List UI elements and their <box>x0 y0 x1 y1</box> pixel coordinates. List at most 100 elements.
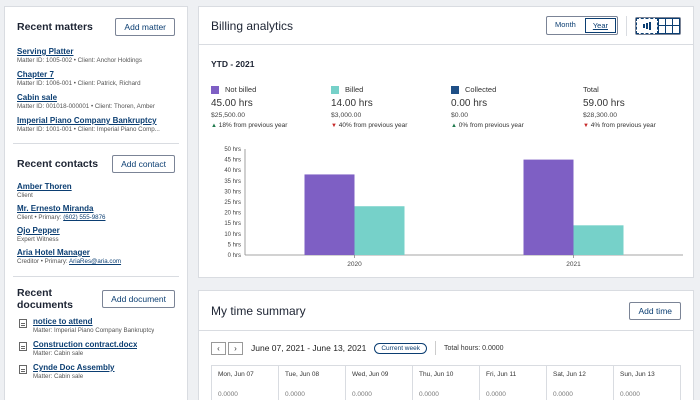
recent-contacts-header: Recent contacts Add contact <box>17 152 175 176</box>
document-meta: Matter: Cabin sale <box>33 350 84 357</box>
document-icon <box>19 342 27 351</box>
add-matter-button[interactable]: Add matter <box>115 18 175 36</box>
billing-analytics-panel: Billing analytics Month Year YTD - 2021 … <box>198 6 694 278</box>
matter-link[interactable]: Serving Platter <box>17 47 74 56</box>
matter-link[interactable]: Imperial Piano Company Bankruptcy <box>17 116 157 125</box>
matter-meta: Matter ID: 001018-000001 • Client: Thore… <box>17 103 155 110</box>
day-cell[interactable]: Sun, Jun 13 0.0000 <box>614 366 680 400</box>
matter-item: Imperial Piano Company Bankruptcy Matter… <box>17 116 175 134</box>
bar-billed <box>354 206 405 255</box>
current-week-button[interactable]: Current week <box>374 342 427 354</box>
y-tick-label: 50 hrs <box>224 147 241 153</box>
bar-billed <box>573 225 624 255</box>
day-cell[interactable]: Thu, Jun 10 0.0000 <box>413 366 480 400</box>
billing-title: Billing analytics <box>211 18 294 33</box>
matter-link[interactable]: Chapter 7 <box>17 70 54 79</box>
contact-item: Mr. Ernesto Miranda Client • Primary: (6… <box>17 204 175 222</box>
stat-collected: Collected 0.00 hrs $0.00 ▲ 0% from previ… <box>451 85 524 129</box>
contact-link[interactable]: Aria Hotel Manager <box>17 248 90 257</box>
document-item: Cynde Doc Assembly Matter: Cabin sale <box>19 363 175 381</box>
matter-meta: Matter ID: 1001-001 • Client: Imperial P… <box>17 126 160 133</box>
stat-amount: $25,500.00 <box>211 112 246 119</box>
total-hours: Total hours: 0.0000 <box>443 344 504 352</box>
day-cell[interactable]: Wed, Jun 09 0.0000 <box>346 366 413 400</box>
y-tick-label: 45 hrs <box>224 158 241 164</box>
arrow-down-icon: ▼ <box>583 123 589 129</box>
legend-swatch <box>451 85 459 94</box>
billing-stats: Not billed 45.00 hrs $25,500.00 ▲ 18% fr… <box>211 85 681 141</box>
day-label: Tue, Jun 08 <box>285 371 320 378</box>
day-value: 0.0000 <box>620 391 640 398</box>
contact-link[interactable]: Amber Thoren <box>17 182 72 191</box>
day-label: Sat, Jun 12 <box>553 371 586 378</box>
recent-documents-header: Recent documents Add document <box>17 287 175 311</box>
bar-not-billed <box>304 174 355 255</box>
ytd-label: YTD - 2021 <box>211 59 255 69</box>
arrow-up-icon: ▲ <box>451 123 457 129</box>
chevron-left-icon[interactable]: ‹ <box>211 341 226 355</box>
stat-hours: 0.00 hrs <box>451 98 488 109</box>
stat-hours: 14.00 hrs <box>331 98 373 109</box>
chevron-right-icon[interactable]: › <box>228 341 243 355</box>
recent-contacts-title: Recent contacts <box>17 158 99 170</box>
document-icon <box>19 365 27 374</box>
day-label: Fri, Jun 11 <box>486 371 517 378</box>
document-link[interactable]: Cynde Doc Assembly <box>33 363 115 372</box>
day-cell[interactable]: Mon, Jun 07 0.0000 <box>212 366 279 400</box>
time-summary-header: My time summary Add time <box>199 291 693 331</box>
contact-item: Aria Hotel Manager Creditor • Primary: A… <box>17 248 175 266</box>
period-month-option[interactable]: Month <box>554 20 576 29</box>
contact-link[interactable]: Mr. Ernesto Miranda <box>17 204 94 213</box>
day-value: 0.0000 <box>419 391 439 398</box>
billing-bar-chart: 0 hrs 5 hrs 10 hrs 15 hrs 20 hrs 25 hrs 30 hrs… <box>224 147 683 268</box>
contact-meta: Creditor • Primary: AriaRes@aria.com <box>17 257 175 266</box>
stat-billed: Billed 14.00 hrs $3,000.00 ▼ 40% from pr… <box>331 85 407 129</box>
y-tick-label: 10 hrs <box>224 232 241 238</box>
contact-phone-link[interactable]: (602) 555-9876 <box>63 214 106 221</box>
sidebar: Recent matters Add matter Serving Platte… <box>4 6 188 400</box>
stat-label: Not billed <box>225 85 257 94</box>
day-value: 0.0000 <box>553 391 573 398</box>
contact-item: Ojo Pepper Expert Witness <box>17 226 175 244</box>
x-tick-label: 2021 <box>566 261 581 268</box>
document-meta: Matter: Cabin sale <box>33 373 84 380</box>
document-item: Construction contract.docx Matter: Cabin… <box>19 340 175 358</box>
legend-swatch <box>331 85 339 94</box>
add-time-button[interactable]: Add time <box>629 301 681 320</box>
contact-email-link[interactable]: AriaRes@aria.com <box>69 258 122 265</box>
week-navigation: ‹ › June 07, 2021 - June 13, 2021 Curren… <box>199 335 693 361</box>
matter-link[interactable]: Cabin sale <box>17 93 58 102</box>
period-year-option[interactable]: Year <box>584 18 616 33</box>
bar-chart-icon[interactable] <box>636 17 658 34</box>
section-divider <box>13 276 179 277</box>
period-toggle: Month Year <box>545 16 618 35</box>
table-icon[interactable] <box>658 17 680 34</box>
day-cell[interactable]: Tue, Jun 08 0.0000 <box>279 366 346 400</box>
add-document-button[interactable]: Add document <box>102 290 175 308</box>
document-link[interactable]: notice to attend <box>33 317 93 326</box>
arrow-down-icon: ▼ <box>331 123 337 129</box>
day-cell[interactable]: Fri, Jun 11 0.0000 <box>480 366 547 400</box>
header-separator <box>626 15 627 36</box>
contact-item: Amber Thoren Client <box>17 182 175 200</box>
date-range: June 07, 2021 - June 13, 2021 <box>251 343 367 353</box>
day-label: Sun, Jun 13 <box>620 371 655 378</box>
day-grid: Mon, Jun 07 0.0000 Tue, Jun 08 0.0000 Wed,… <box>211 365 681 400</box>
day-label: Thu, Jun 10 <box>419 371 454 378</box>
nav-separator <box>434 341 436 355</box>
document-link[interactable]: Construction contract.docx <box>33 340 138 349</box>
y-tick-label: 30 hrs <box>224 189 241 195</box>
day-value: 0.0000 <box>218 391 238 398</box>
stat-change: 0% from previous year <box>458 122 524 129</box>
matter-item: Serving Platter Matter ID: 1005-002 • Cl… <box>17 47 175 65</box>
section-divider <box>13 143 179 144</box>
day-cell[interactable]: Sat, Jun 12 0.0000 <box>547 366 614 400</box>
stat-label: Total <box>583 85 599 94</box>
stat-label: Billed <box>345 85 364 94</box>
contact-link[interactable]: Ojo Pepper <box>17 226 60 235</box>
recent-documents-title: Recent documents <box>17 287 74 311</box>
stat-amount: $0.00 <box>451 112 469 119</box>
contact-role: Client <box>17 192 33 199</box>
add-contact-button[interactable]: Add contact <box>112 155 175 173</box>
stat-amount: $28,300.00 <box>583 112 618 119</box>
